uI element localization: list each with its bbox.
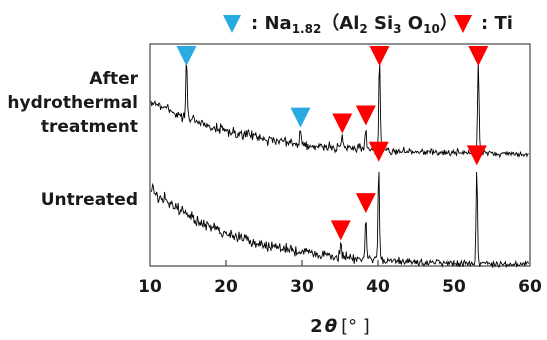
legend-entry: : Na1.82（Al2 Si3 O10）	[223, 13, 458, 36]
legend-text: : Ti	[481, 13, 513, 34]
ti-peak-marker-icon	[355, 193, 376, 214]
legend: : Na1.82（Al2 Si3 O10） : Ti	[223, 13, 513, 36]
x-tick-label: 50	[442, 277, 466, 297]
x-tick-label: 40	[366, 277, 390, 297]
plot-frame	[149, 43, 531, 267]
down-triangle-icon	[454, 15, 472, 33]
ti-peak-marker-icon	[369, 46, 390, 66]
series-label: After	[89, 69, 138, 89]
ti-peak-marker-icon	[330, 220, 351, 241]
ti-peak-marker-icon	[332, 113, 353, 134]
peak-markers	[176, 46, 489, 241]
x-tick-label: 20	[214, 277, 238, 297]
series-trace	[150, 60, 529, 159]
ti-peak-marker-icon	[368, 141, 389, 162]
series-label: hydrothermal	[7, 93, 138, 113]
ti-peak-marker-icon	[468, 46, 489, 66]
series-label: Untreated	[41, 190, 138, 210]
x-tick-label: 60	[518, 277, 542, 297]
x-tick-label: 10	[138, 277, 162, 297]
x-axis: 10 20 30 40 50 60	[138, 260, 542, 297]
x-axis-label: 2 θ [° ]	[310, 316, 370, 337]
down-triangle-icon	[223, 15, 241, 33]
series-label: treatment	[41, 117, 138, 137]
row-labels: After hydrothermal treatment Untreated	[7, 69, 138, 210]
series-trace	[150, 171, 530, 269]
ti-peak-marker-icon	[466, 145, 487, 166]
na-peak-marker-icon	[290, 107, 311, 128]
x-tick-label: 30	[290, 277, 314, 297]
na-peak-marker-icon	[176, 46, 197, 66]
legend-text: : Na1.82（Al2 Si3 O10）	[251, 13, 458, 36]
ti-peak-marker-icon	[355, 105, 376, 126]
traces	[150, 60, 530, 269]
legend-entry: : Ti	[454, 13, 513, 34]
